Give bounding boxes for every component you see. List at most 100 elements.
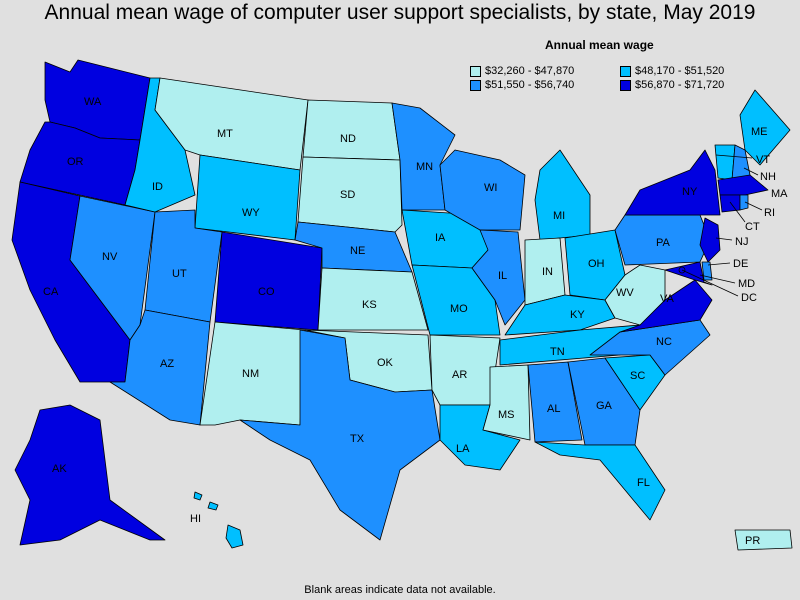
- state-WY[interactable]: [194, 154, 301, 241]
- label-RI: RI: [764, 207, 775, 219]
- label-MA: MA: [771, 188, 788, 200]
- state-IL[interactable]: [471, 229, 526, 326]
- label-VA: VA: [660, 293, 675, 305]
- label-AR: AR: [452, 369, 467, 381]
- label-SD: SD: [340, 189, 355, 201]
- label-DE: DE: [733, 258, 748, 270]
- state-WI[interactable]: [439, 149, 526, 231]
- label-MO: MO: [450, 303, 468, 315]
- state-WV[interactable]: [604, 264, 666, 326]
- state-HI-2[interactable]: [193, 491, 203, 501]
- label-WY: WY: [242, 207, 260, 219]
- legend-item-3: $51,550 - $56,740: [470, 79, 574, 91]
- leader-DC: [681, 269, 739, 297]
- label-IL: IL: [498, 270, 507, 282]
- state-NY[interactable]: [624, 149, 721, 216]
- legend-swatch-3: [470, 79, 481, 91]
- label-KY: KY: [570, 309, 585, 321]
- label-PA: PA: [656, 237, 671, 249]
- state-NJ[interactable]: [699, 217, 721, 263]
- state-TX[interactable]: [239, 329, 441, 541]
- label-NV: NV: [102, 251, 118, 263]
- label-AK: AK: [52, 463, 67, 475]
- footnote: Blank areas indicate data not available.: [304, 584, 496, 596]
- legend-label-4: $56,870 - $71,720: [635, 79, 725, 91]
- state-ME[interactable]: [739, 89, 791, 166]
- label-NM: NM: [242, 368, 259, 380]
- state-KS[interactable]: [317, 267, 429, 331]
- state-AL[interactable]: [527, 361, 583, 443]
- label-FL: FL: [637, 477, 650, 489]
- label-CT: CT: [745, 221, 760, 233]
- leader-DE: [707, 262, 731, 266]
- label-AZ: AZ: [160, 358, 174, 370]
- label-NY: NY: [682, 186, 698, 198]
- label-IA: IA: [435, 232, 446, 244]
- state-HI[interactable]: [225, 524, 244, 549]
- map-title: Annual mean wage of computer user suppor…: [44, 1, 756, 24]
- label-GA: GA: [596, 400, 613, 412]
- state-PR[interactable]: [734, 529, 793, 551]
- label-NH: NH: [760, 171, 776, 183]
- state-ND[interactable]: [302, 99, 401, 161]
- label-MD: MD: [738, 278, 755, 290]
- state-DE[interactable]: [701, 261, 713, 281]
- legend-title: Annual mean wage: [545, 38, 654, 52]
- label-VT: VT: [756, 154, 770, 166]
- label-NE: NE: [350, 245, 365, 257]
- label-CO: CO: [258, 286, 275, 298]
- state-SD[interactable]: [297, 156, 403, 233]
- state-MD[interactable]: [664, 261, 713, 286]
- label-MN: MN: [416, 161, 433, 173]
- state-HI-3[interactable]: [207, 501, 219, 511]
- label-MS: MS: [498, 409, 515, 421]
- state-AZ[interactable]: [109, 309, 211, 426]
- leader-MD: [699, 274, 736, 284]
- state-AK[interactable]: [14, 404, 166, 546]
- label-IN: IN: [542, 266, 553, 278]
- leader-CT: [729, 201, 746, 223]
- state-CO[interactable]: [214, 231, 323, 331]
- legend-item-2: $48,170 - $51,520: [620, 65, 724, 77]
- label-CA: CA: [43, 286, 59, 298]
- label-NC: NC: [656, 336, 672, 348]
- state-MO[interactable]: [411, 264, 501, 336]
- label-TX: TX: [350, 433, 365, 445]
- leader-VT: [715, 154, 753, 159]
- label-ME: ME: [751, 126, 768, 138]
- label-OR: OR: [67, 156, 84, 168]
- label-ND: ND: [340, 133, 356, 145]
- label-WA: WA: [84, 96, 102, 108]
- label-ID: ID: [152, 181, 163, 193]
- label-PR: PR: [745, 535, 760, 547]
- legend-swatch-4: [620, 79, 631, 91]
- legend-swatch-2: [620, 65, 631, 77]
- legend-label-3: $51,550 - $56,740: [485, 79, 575, 91]
- label-MT: MT: [217, 128, 233, 140]
- state-MS[interactable]: [482, 364, 531, 441]
- legend-swatch-1: [470, 65, 481, 77]
- state-RI[interactable]: [739, 194, 749, 211]
- state-VT[interactable]: [714, 144, 736, 181]
- state-FL[interactable]: [534, 441, 666, 521]
- state-GA[interactable]: [567, 357, 641, 446]
- label-OK: OK: [377, 357, 394, 369]
- label-KS: KS: [362, 299, 377, 311]
- label-UT: UT: [172, 268, 187, 280]
- label-LA: LA: [456, 443, 470, 455]
- legend-item-1: $32,260 - $47,870: [470, 65, 574, 77]
- label-DC: DC: [741, 292, 757, 304]
- state-CT[interactable]: [719, 194, 741, 213]
- leader-NH: [743, 167, 759, 176]
- label-AL: AL: [547, 403, 560, 415]
- label-HI: HI: [190, 513, 201, 525]
- legend-label-2: $48,170 - $51,520: [635, 65, 725, 77]
- state-MA[interactable]: [717, 174, 769, 196]
- label-SC: SC: [630, 370, 645, 382]
- label-WI: WI: [484, 182, 497, 194]
- label-OH: OH: [588, 258, 605, 270]
- label-WV: WV: [616, 287, 634, 299]
- legend-item-4: $56,870 - $71,720: [620, 79, 724, 91]
- state-MI[interactable]: [534, 149, 591, 241]
